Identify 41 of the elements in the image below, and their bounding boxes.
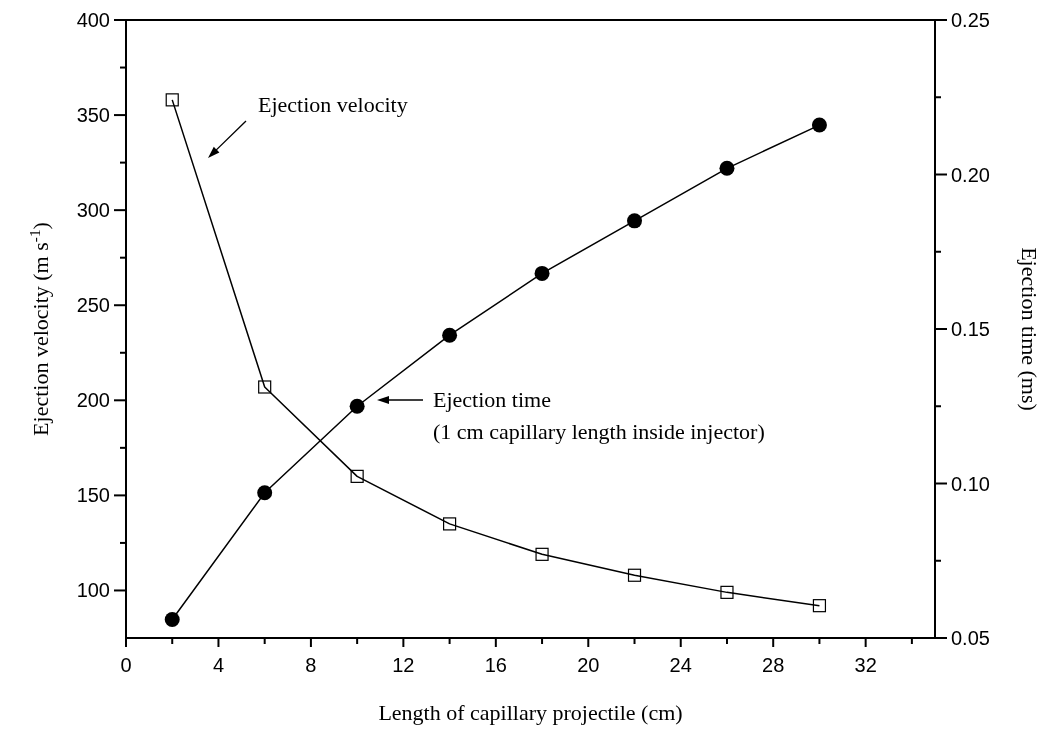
y-tick-label: 250 xyxy=(76,294,110,317)
x-tick-label: 0 xyxy=(120,654,132,676)
x-tick-label: 24 xyxy=(669,654,692,676)
point xyxy=(627,213,643,229)
x-tick-label: 12 xyxy=(392,654,415,676)
y2-tick-label: 0.10 xyxy=(951,472,990,495)
x-tick-label: 20 xyxy=(577,654,600,676)
y2-tick-label: 0.25 xyxy=(951,9,990,31)
point xyxy=(349,398,365,414)
y2-axis-title: Ejection time (ms) xyxy=(1017,247,1042,411)
y-tick-label: 400 xyxy=(76,9,110,31)
annotation: Ejection time (1 cm capillary length inside injector) xyxy=(433,387,765,444)
y-tick-label: 150 xyxy=(76,484,110,507)
x-tick-label: 4 xyxy=(212,654,225,676)
x-tick-label: 28 xyxy=(762,654,785,676)
y-tick-label: 350 xyxy=(76,104,110,127)
y-tick-label: 100 xyxy=(76,579,110,602)
y-tick-label: 200 xyxy=(76,389,110,412)
point xyxy=(535,547,549,561)
y2-tick-label: 0.05 xyxy=(951,627,990,649)
y2-tick-label: 0.20 xyxy=(951,163,990,186)
x-tick-label: 16 xyxy=(484,654,507,676)
point xyxy=(534,265,550,281)
y2-tick-label: 0.15 xyxy=(951,318,990,340)
annotation: Ejection velocity xyxy=(258,92,408,117)
point xyxy=(442,327,458,343)
point xyxy=(258,380,272,394)
x-tick-label: 32 xyxy=(854,654,877,676)
point xyxy=(350,469,364,483)
point xyxy=(443,517,457,531)
point xyxy=(165,93,179,107)
point xyxy=(164,611,180,627)
y-tick-label: 300 xyxy=(76,199,110,222)
point xyxy=(627,568,642,582)
x-tick-label: 8 xyxy=(305,654,317,676)
point xyxy=(812,599,827,613)
point xyxy=(257,485,273,501)
point xyxy=(720,585,734,599)
point xyxy=(719,160,735,176)
point xyxy=(811,117,827,133)
x-axis-title: Length of capillary projectile (cm) xyxy=(378,700,683,725)
